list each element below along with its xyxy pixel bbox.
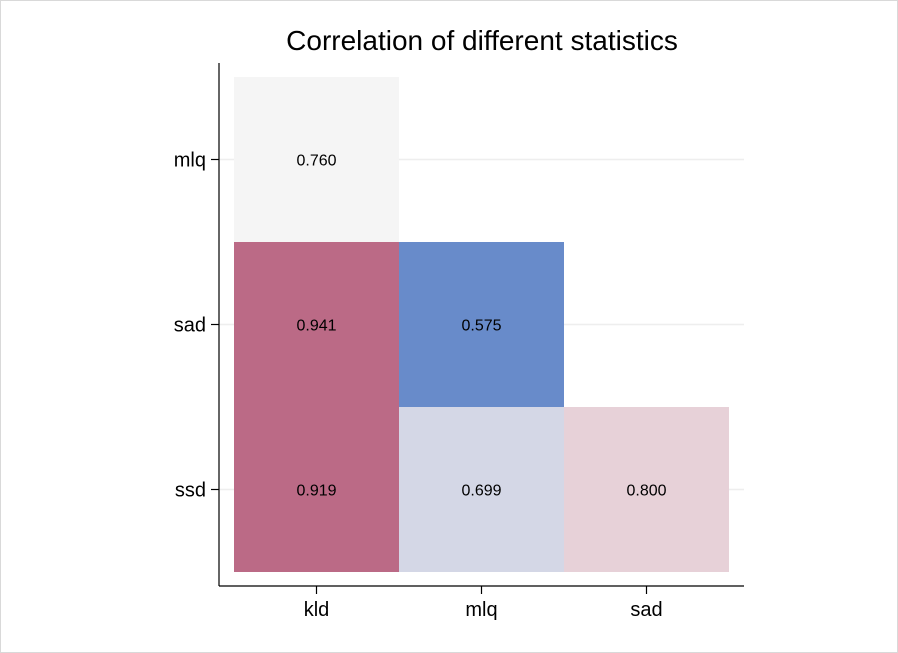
heatmap-cell-mlq-sad: [399, 242, 564, 407]
heatmap-cells: [234, 77, 729, 572]
y-tick-label-mlq: mlq: [174, 150, 206, 172]
cell-labels: 0.760 0.941 0.575 0.919 0.699 0.800: [296, 153, 666, 500]
heatmap-cell-kld-ssd: [234, 407, 399, 572]
axis-ticks: mlq sad ssd kld mlq sad: [174, 150, 663, 622]
heatmap-cell-kld-sad: [234, 242, 399, 407]
x-tick-label-kld: kld: [304, 599, 330, 621]
y-tick-label-ssd: ssd: [175, 480, 206, 502]
cell-value-sad-ssd: 0.800: [626, 483, 666, 500]
y-tick-label-sad: sad: [174, 315, 206, 337]
cell-value-kld-sad: 0.941: [296, 318, 336, 335]
x-tick-label-sad: sad: [630, 599, 662, 621]
heatmap-cell-kld-mlq: [234, 77, 399, 242]
cell-value-mlq-sad: 0.575: [461, 318, 501, 335]
x-tick-label-mlq: mlq: [465, 599, 497, 621]
cell-value-mlq-ssd: 0.699: [461, 483, 501, 500]
chart-title: Correlation of different statistics: [286, 25, 678, 56]
heatmap-cell-sad-ssd: [564, 407, 729, 572]
cell-value-kld-mlq: 0.760: [296, 153, 336, 170]
heatmap-cell-mlq-ssd: [399, 407, 564, 572]
cell-value-kld-ssd: 0.919: [296, 483, 336, 500]
